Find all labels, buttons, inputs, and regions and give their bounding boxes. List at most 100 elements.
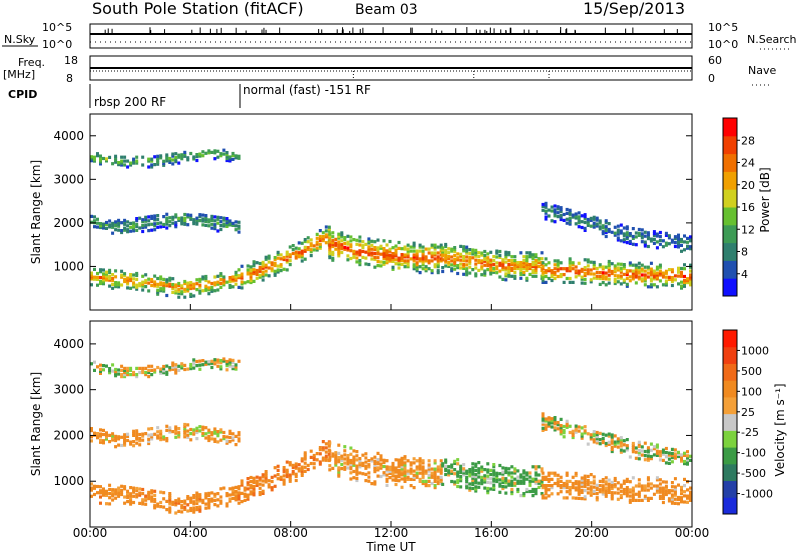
heatmap-cell-831 (504, 278, 508, 282)
heatmap-cell-1728 (677, 237, 680, 241)
heatmap-cell-1130 (640, 269, 644, 273)
heatmap-cell-1139 (670, 481, 674, 485)
heatmap-cell-1590 (577, 225, 581, 229)
heatmap-cell-1287 (213, 360, 217, 364)
heatmap-cell-864 (534, 467, 538, 471)
heatmap-cell-443 (358, 461, 362, 465)
heatmap-cell-1066 (610, 269, 614, 274)
heatmap-cell-1472 (225, 441, 229, 445)
heatmap-cell-750 (486, 486, 490, 491)
heatmap-cell-914 (531, 253, 535, 257)
heatmap-cell-1213 (132, 373, 136, 377)
heatmap-cell-1210 (129, 373, 133, 377)
heatmap-cell-1634 (643, 441, 647, 445)
heatmap-cell-108 (159, 277, 163, 281)
heatmap-cell-337 (309, 461, 313, 466)
heatmap-cell-758 (474, 274, 478, 278)
heatmap-cell-47 (123, 487, 127, 491)
heatmap-cell-1061 (628, 480, 632, 484)
heatmap-cell-911 (531, 261, 535, 265)
heatmap-cell-474 (361, 246, 365, 250)
heatmap-cell-1173 (661, 283, 665, 287)
heatmap-cell-751 (486, 480, 490, 484)
heatmap-cell-856 (510, 259, 514, 263)
heatmap-cell-210 (228, 283, 232, 288)
heatmap-cell-752 (468, 248, 472, 252)
heatmap-cell-1466 (219, 438, 223, 442)
heatmap-cell-588 (412, 267, 416, 271)
heatmap-cell-1391 (156, 436, 160, 440)
heatmap-cell-1426 (150, 228, 154, 232)
heatmap-cell-986 (592, 489, 596, 493)
heatmap-cell-1047 (601, 273, 605, 277)
heatmap-cell-1738 (686, 246, 689, 250)
heatmap-cell-788 (486, 268, 490, 272)
heatmap-cell-934 (568, 479, 572, 483)
heatmap-cell-1176 (93, 368, 96, 372)
heatmap-cell-1421 (144, 215, 148, 219)
heatmap-cell-691 (447, 260, 451, 265)
heatmap-cell-1165 (686, 496, 689, 500)
heatmap-cell-1032 (613, 483, 617, 487)
heatmap-cell-275 (261, 260, 265, 264)
heatmap-cell-1204 (680, 270, 683, 274)
heatmap-cell-1531 (231, 223, 235, 227)
power-panel-frame (89, 113, 693, 311)
heatmap-cell-662 (436, 251, 440, 255)
heatmap-cell-49 (120, 275, 124, 279)
heatmap-cell-1455 (171, 217, 175, 221)
heatmap-cell-629 (424, 259, 428, 263)
heatmap-cell-746 (483, 474, 487, 478)
heatmap-cell-1628 (640, 453, 644, 457)
heatmap-cell-625 (433, 469, 437, 473)
heatmap-cell-53 (123, 278, 127, 282)
heatmap-cell-88 (147, 289, 151, 293)
heatmap-cell-1465 (216, 430, 220, 434)
heatmap-cell-84 (147, 495, 151, 499)
heatmap-cell-898 (525, 251, 529, 255)
heatmap-cell-1490 (541, 422, 545, 426)
heatmap-cell-70 (138, 501, 142, 505)
heatmap-cell-267 (261, 473, 265, 477)
heatmap-cell-761 (489, 468, 493, 472)
heatmap-cell-186 (213, 492, 217, 496)
heatmap-cell-937 (571, 484, 575, 488)
heatmap-cell-1236 (159, 371, 163, 375)
heatmap-cell-896 (547, 477, 551, 481)
heatmap-cell-836 (504, 260, 508, 264)
power-ytick-label-1: 2000 (53, 216, 84, 230)
heatmap-cell-277 (270, 488, 274, 492)
heatmap-cell-924 (534, 253, 538, 257)
heatmap-cell-733 (477, 467, 481, 471)
heatmap-cell-284 (276, 477, 280, 481)
heatmap-cell-1431 (189, 432, 193, 436)
heatmap-cell-1468 (183, 222, 187, 226)
heatmap-cell-1283 (210, 365, 214, 370)
heatmap-cell-700 (450, 255, 454, 259)
heatmap-cell-471 (358, 235, 362, 239)
heatmap-cell-1346 (117, 443, 121, 447)
heatmap-cell-1037 (616, 487, 620, 491)
heatmap-cell-352 (321, 458, 325, 462)
heatmap-cell-1664 (625, 225, 629, 229)
heatmap-cell-1037 (595, 266, 599, 271)
heatmap-cell-42 (120, 490, 124, 494)
heatmap-cell-1306 (180, 155, 184, 159)
heatmap-cell-1135 (643, 277, 647, 281)
heatmap-cell-793 (486, 256, 490, 260)
heatmap-cell-1235 (156, 365, 160, 370)
heatmap-cell-1462 (216, 440, 220, 444)
heatmap-cell-1204 (123, 368, 127, 372)
heatmap-cell-911 (556, 477, 560, 481)
heatmap-cell-598 (421, 459, 425, 463)
heatmap-cell-587 (418, 459, 422, 463)
heatmap-cell-1394 (126, 228, 130, 232)
heatmap-cell-1577 (568, 222, 572, 226)
heatmap-cell-1672 (631, 227, 635, 231)
heatmap-cell-507 (376, 250, 380, 254)
velocity-colorbar-swatch-7 (723, 380, 737, 398)
heatmap-cell-1513 (553, 420, 557, 424)
heatmap-cell-89 (147, 281, 151, 285)
heatmap-cell-103 (162, 505, 166, 509)
heatmap-cell-239 (249, 490, 253, 494)
